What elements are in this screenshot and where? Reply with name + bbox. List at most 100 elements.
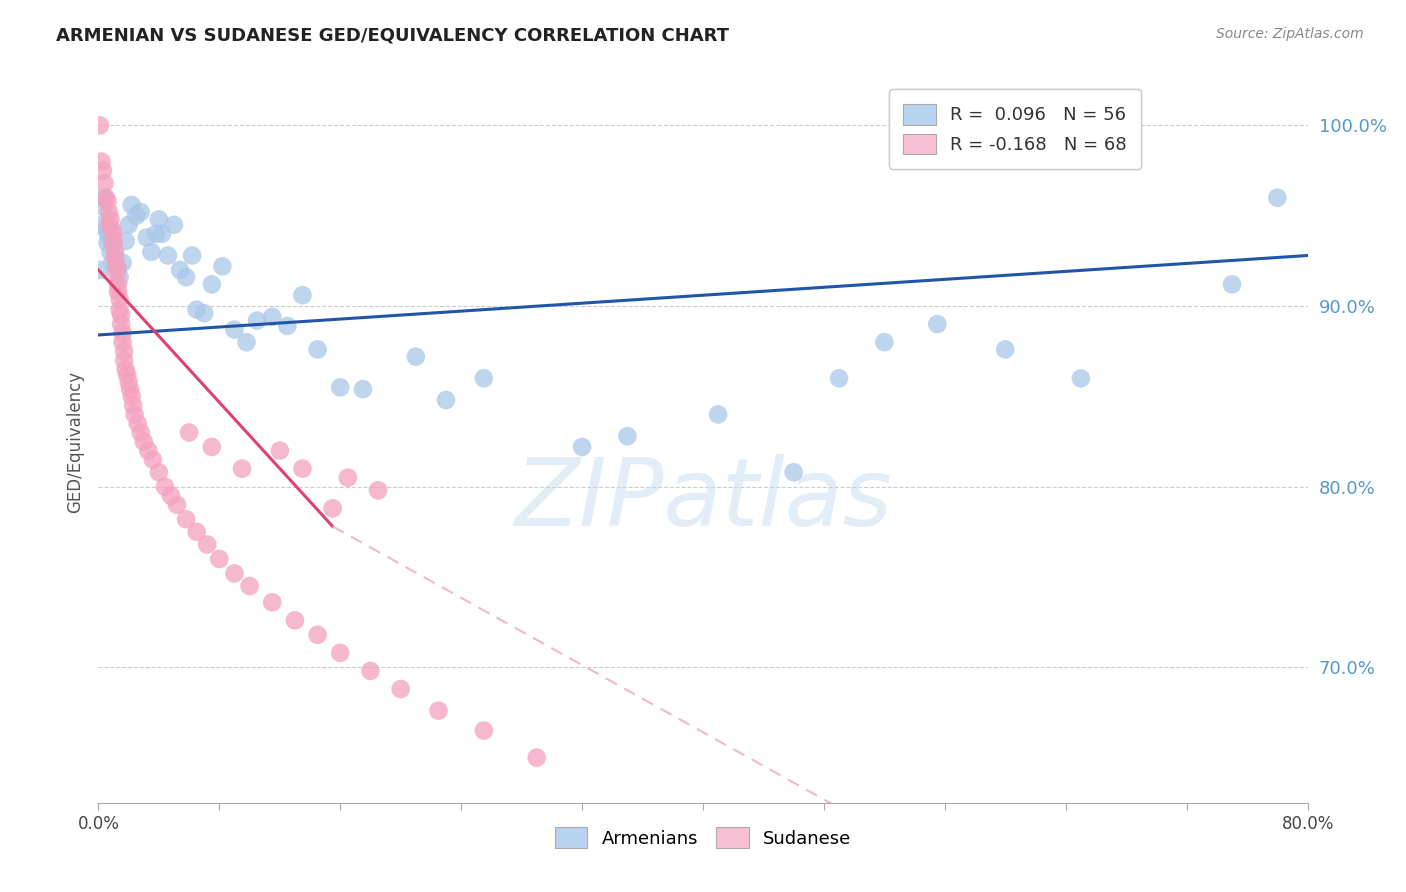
Point	[103, 235, 125, 250]
Point	[291, 288, 314, 302]
Point	[94, 223, 117, 237]
Point	[166, 498, 188, 512]
Point	[103, 235, 125, 250]
Point	[367, 483, 389, 498]
Point	[111, 335, 134, 350]
Point	[148, 212, 170, 227]
Point	[336, 470, 359, 484]
Point	[105, 260, 128, 274]
Point	[783, 465, 806, 479]
Point	[145, 227, 167, 241]
Point	[193, 306, 215, 320]
Point	[472, 723, 495, 738]
Point	[120, 382, 142, 396]
Point	[112, 344, 135, 359]
Point	[195, 537, 218, 551]
Point	[108, 270, 131, 285]
Point	[160, 489, 183, 503]
Point	[124, 408, 146, 422]
Point	[98, 230, 121, 244]
Point	[89, 119, 111, 133]
Point	[360, 664, 382, 678]
Point	[150, 227, 173, 241]
Legend: Armenians, Sudanese: Armenians, Sudanese	[547, 820, 859, 855]
Point	[224, 322, 246, 336]
Point	[101, 223, 124, 237]
Point	[135, 230, 157, 244]
Point	[307, 628, 329, 642]
Point	[98, 205, 121, 219]
Y-axis label: GED/Equivalency: GED/Equivalency	[66, 370, 84, 513]
Point	[101, 256, 124, 270]
Point	[927, 317, 949, 331]
Point	[329, 380, 352, 394]
Point	[93, 191, 115, 205]
Point	[181, 248, 204, 262]
Point	[104, 252, 127, 266]
Point	[108, 292, 131, 306]
Point	[121, 389, 143, 403]
Point	[111, 256, 134, 270]
Point	[201, 277, 224, 292]
Point	[114, 234, 136, 248]
Point	[110, 308, 132, 322]
Point	[405, 350, 427, 364]
Point	[616, 429, 638, 443]
Point	[174, 512, 197, 526]
Point	[201, 440, 224, 454]
Point	[118, 375, 141, 389]
Point	[90, 154, 112, 169]
Point	[105, 267, 128, 281]
Point	[262, 310, 284, 324]
Point	[434, 392, 457, 407]
Point	[179, 425, 201, 440]
Point	[307, 343, 329, 357]
Point	[322, 501, 344, 516]
Point	[994, 343, 1017, 357]
Point	[98, 218, 121, 232]
Point	[118, 218, 141, 232]
Point	[107, 285, 129, 299]
Point	[93, 176, 115, 190]
Point	[873, 335, 896, 350]
Point	[141, 244, 163, 259]
Point	[96, 235, 118, 250]
Point	[111, 326, 134, 340]
Point	[91, 163, 114, 178]
Point	[329, 646, 352, 660]
Point	[427, 704, 450, 718]
Point	[103, 227, 125, 241]
Point	[352, 382, 374, 396]
Point	[269, 443, 291, 458]
Point	[284, 613, 307, 627]
Point	[1070, 371, 1092, 385]
Point	[707, 408, 730, 422]
Point	[121, 198, 143, 212]
Point	[104, 244, 127, 259]
Text: ZIPatlas: ZIPatlas	[515, 454, 891, 545]
Text: ARMENIAN VS SUDANESE GED/EQUIVALENCY CORRELATION CHART: ARMENIAN VS SUDANESE GED/EQUIVALENCY COR…	[56, 27, 730, 45]
Point	[122, 398, 145, 412]
Point	[100, 212, 122, 227]
Point	[211, 260, 233, 274]
Point	[526, 750, 548, 764]
Point	[262, 595, 284, 609]
Point	[389, 681, 412, 696]
Point	[127, 417, 149, 431]
Point	[186, 524, 208, 539]
Point	[571, 440, 593, 454]
Point	[169, 263, 191, 277]
Point	[104, 248, 127, 262]
Point	[246, 313, 269, 327]
Point	[142, 452, 165, 467]
Text: Source: ZipAtlas.com: Source: ZipAtlas.com	[1216, 27, 1364, 41]
Point	[110, 317, 132, 331]
Point	[129, 425, 152, 440]
Point	[108, 302, 131, 317]
Point	[94, 191, 117, 205]
Point	[129, 205, 152, 219]
Point	[107, 261, 129, 276]
Point	[472, 371, 495, 385]
Point	[114, 362, 136, 376]
Point	[148, 465, 170, 479]
